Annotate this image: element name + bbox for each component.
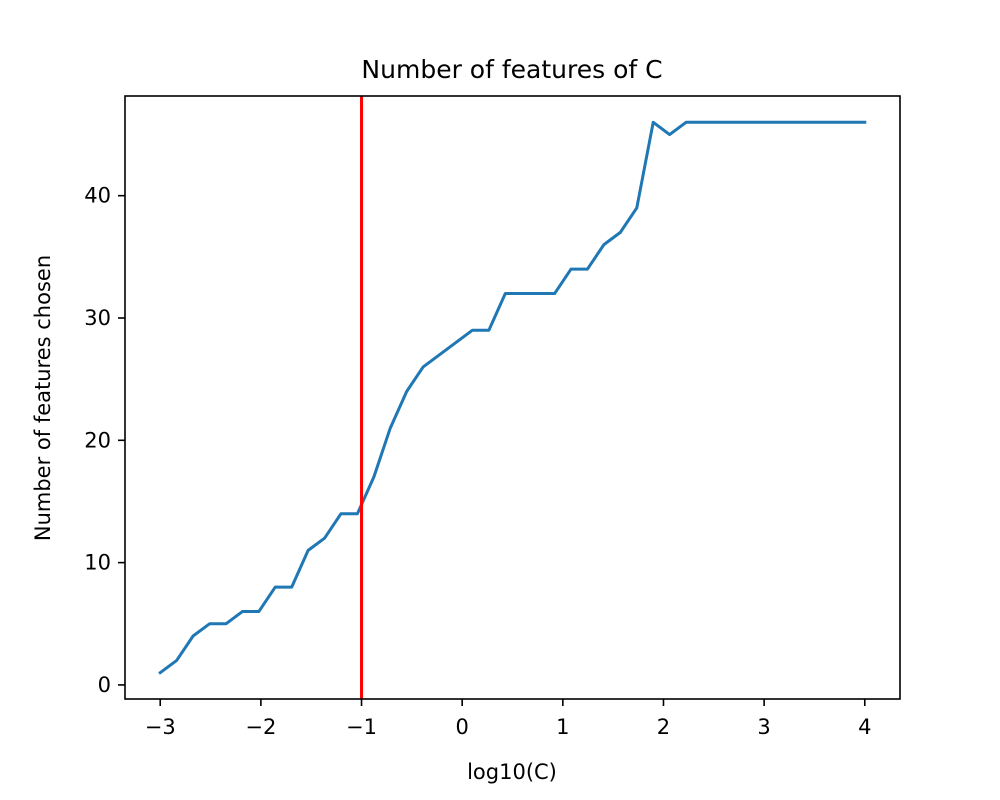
y-axis-label: Number of features chosen: [31, 255, 55, 541]
x-axis-label: log10(C): [467, 760, 557, 784]
y-tick-label: 30: [84, 306, 111, 330]
x-tick-label: −3: [145, 715, 176, 739]
x-tick-label: 4: [858, 715, 871, 739]
y-tick-label: 20: [84, 428, 111, 452]
plot-area: [158, 96, 867, 699]
x-tick-label: 2: [657, 715, 670, 739]
y-axis-ticks: 0 10 20 30 40: [84, 184, 125, 697]
x-tick-label: 0: [455, 715, 468, 739]
y-tick-label: 10: [84, 551, 111, 575]
chart-title: Number of features of C: [361, 55, 662, 84]
y-tick-label: 0: [98, 673, 111, 697]
x-axis-ticks: −3 −2 −1 0 1 2 3 4: [145, 699, 871, 739]
x-tick-label: −2: [245, 715, 276, 739]
x-tick-label: 3: [757, 715, 770, 739]
x-tick-label: −1: [346, 715, 377, 739]
y-tick-label: 40: [84, 184, 111, 208]
x-tick-label: 1: [556, 715, 569, 739]
series-line-0: [158, 120, 867, 675]
axes-frame: [124, 95, 901, 700]
